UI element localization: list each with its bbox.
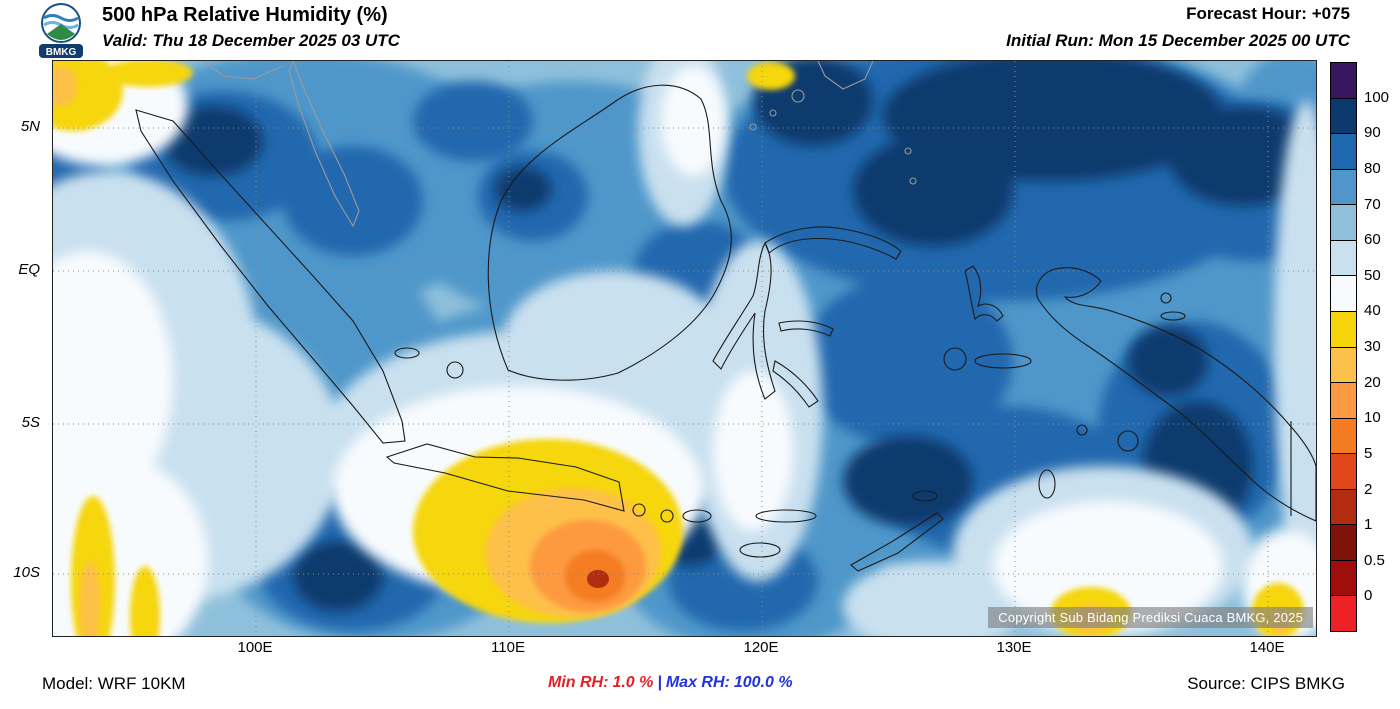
lat-tick-label: EQ bbox=[18, 261, 40, 278]
coastlines-neighbours bbox=[202, 61, 917, 228]
max-rh-value: 100.0 % bbox=[733, 674, 793, 691]
forecast-hour-label: Forecast Hour: +075 bbox=[1186, 4, 1350, 23]
min-rh-value: 1.0 % bbox=[612, 674, 654, 691]
colorbar-tick-label: 1 bbox=[1364, 516, 1373, 534]
source-label: Source: CIPS BMKG bbox=[1187, 674, 1345, 693]
colorbar-tick-label: 30 bbox=[1364, 338, 1381, 355]
min-rh-label: Min RH: bbox=[548, 674, 609, 691]
contour-map-canvas bbox=[53, 61, 1316, 636]
bmkg-logo-text: BMKG bbox=[46, 47, 77, 58]
colorbar-segment bbox=[1330, 275, 1357, 312]
colorbar-tick-label: 5 bbox=[1364, 444, 1373, 462]
initial-run-label: Initial Run: Mon 15 December 2025 00 UTC bbox=[1006, 31, 1350, 50]
colorbar-tick-label: 0.5 bbox=[1364, 551, 1385, 569]
bmkg-logo: BMKG bbox=[30, 2, 92, 60]
colorbar-segment bbox=[1330, 204, 1357, 241]
map-gridlines bbox=[53, 61, 1316, 636]
lat-tick-label: 5S bbox=[21, 414, 40, 431]
colorbar-segment bbox=[1330, 239, 1357, 277]
colorbar-segment bbox=[1330, 524, 1357, 561]
colorbar-tick-label: 50 bbox=[1364, 266, 1381, 284]
colorbar-tick-label: 60 bbox=[1364, 231, 1381, 249]
colorbar-tick-label: 100 bbox=[1364, 88, 1390, 106]
colorbar-segment bbox=[1330, 346, 1357, 384]
colorbar bbox=[1330, 62, 1357, 632]
colorbar-tick-label: 90 bbox=[1364, 124, 1381, 142]
colorbar-segment bbox=[1330, 453, 1357, 490]
colorbar-segment bbox=[1330, 488, 1357, 526]
colorbar-tick-label: 70 bbox=[1364, 195, 1381, 213]
coastlines-indonesia bbox=[135, 84, 1316, 572]
lat-tick-label: 10S bbox=[13, 564, 40, 581]
colorbar-labels: 100 90 80 70 60 50 40 30 20 10 5 2 1 0.5 0 bbox=[1364, 62, 1400, 632]
page-title: 500 hPa Relative Humidity (%) bbox=[102, 4, 388, 26]
lon-tick-label: 130E bbox=[996, 639, 1032, 656]
longitude-axis: 100E 110E 120E 130E 140E bbox=[52, 639, 1315, 659]
contour-fill-dark-red bbox=[587, 570, 609, 588]
contour-fill-navy bbox=[163, 61, 1316, 611]
bmkg-logo-emblem: BMKG bbox=[39, 3, 83, 58]
colorbar-tick-label: 10 bbox=[1364, 409, 1381, 427]
colorbar-tick-label: 80 bbox=[1364, 159, 1381, 177]
rh-contour-map: Copyright Sub Bidang Prediksi Cuaca BMKG… bbox=[52, 60, 1317, 637]
colorbar-segment bbox=[1330, 133, 1357, 170]
rh-separator: | bbox=[657, 674, 662, 691]
colorbar-segment bbox=[1330, 310, 1357, 348]
colorbar-tick-label: 20 bbox=[1364, 373, 1381, 391]
lon-tick-label: 100E bbox=[237, 639, 273, 656]
colorbar-tick-label: 0 bbox=[1364, 587, 1373, 605]
rh-extremes: Min RH: 1.0 % | Max RH: 100.0 % bbox=[548, 674, 797, 692]
max-rh-label: Max RH: bbox=[665, 674, 730, 691]
lon-tick-label: 110E bbox=[491, 639, 525, 656]
colorbar-segment bbox=[1330, 595, 1357, 632]
lon-tick-label: 140E bbox=[1249, 639, 1285, 656]
colorbar-tick-label: 2 bbox=[1364, 480, 1373, 498]
colorbar-segment bbox=[1330, 559, 1357, 597]
lon-tick-label: 120E bbox=[743, 639, 779, 656]
lat-tick-label: 5N bbox=[20, 118, 40, 135]
colorbar-segment bbox=[1330, 417, 1357, 455]
latitude-axis: 5N EQ 5S 10S bbox=[0, 60, 46, 635]
valid-time-label: Valid: Thu 18 December 2025 03 UTC bbox=[102, 31, 400, 50]
colorbar-segment bbox=[1330, 97, 1357, 135]
colorbar-segment bbox=[1330, 382, 1357, 419]
copyright-overlay: Copyright Sub Bidang Prediksi Cuaca BMKG… bbox=[988, 607, 1313, 628]
colorbar-segment bbox=[1330, 62, 1357, 99]
colorbar-tick-label: 40 bbox=[1364, 302, 1381, 320]
colorbar-segment bbox=[1330, 168, 1357, 206]
model-label: Model: WRF 10KM bbox=[42, 674, 186, 693]
